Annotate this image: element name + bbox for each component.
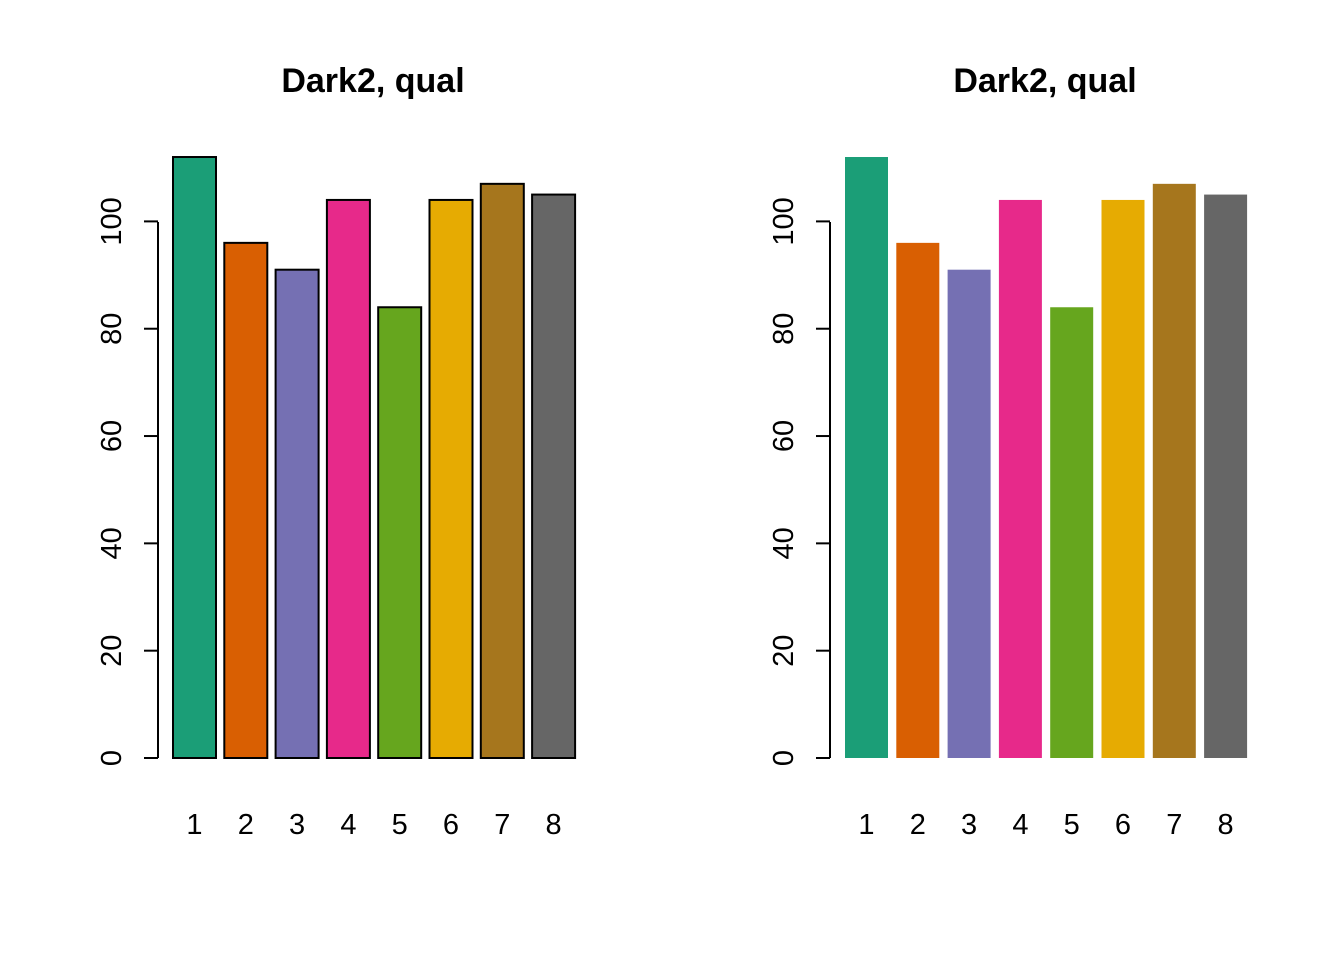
y-tick-label: 100	[768, 197, 800, 245]
x-axis-labels: 1 2 3 4 5 6 7 8	[186, 809, 561, 841]
bar-3	[274, 268, 320, 759]
x-tick-label: 1	[858, 809, 874, 841]
bar-1	[172, 156, 217, 759]
x-tick-label: 6	[443, 809, 459, 841]
bar-5	[377, 306, 423, 759]
x-tick-label: 3	[961, 809, 977, 841]
y-tick-label: 20	[768, 635, 800, 667]
y-tick-label: 100	[96, 197, 128, 245]
y-tick-label: 20	[96, 635, 128, 667]
bar-7	[1152, 183, 1196, 758]
x-tick-label: 7	[1166, 809, 1182, 841]
bar-2	[896, 242, 940, 758]
bar-6	[1101, 199, 1145, 758]
x-tick-label: 4	[1012, 809, 1028, 841]
y-tick-label: 80	[768, 313, 800, 345]
y-tick-label: 40	[96, 527, 128, 559]
y-axis-ticks: 0 20 40 60 80 100	[96, 197, 158, 766]
bar-8	[1204, 194, 1248, 758]
y-axis-ticks: 0 20 40 60 80 100	[768, 197, 830, 766]
x-tick-label: 1	[186, 809, 202, 841]
x-tick-label: 2	[910, 809, 926, 841]
x-tick-label: 6	[1115, 809, 1131, 841]
bar-4	[325, 198, 371, 760]
x-tick-label: 5	[1064, 809, 1080, 841]
bar-8	[531, 193, 577, 759]
x-tick-label: 3	[289, 809, 305, 841]
bar-6	[428, 198, 474, 760]
x-tick-label: 2	[238, 809, 254, 841]
y-tick-label: 0	[96, 750, 128, 766]
x-axis-labels: 1 2 3 4 5 6 7 8	[858, 809, 1233, 841]
y-tick-label: 0	[768, 750, 800, 766]
chart-panel-right: Dark2, qual 0 20 40 60 80 100 1 2 3 4 5 6 7 8	[768, 62, 1248, 841]
chart-panel-left: Dark2, qual 0 20 40 60 80 100 1 2 3 4 5 6 7 8	[96, 62, 577, 841]
x-tick-label: 8	[546, 809, 562, 841]
x-tick-label: 7	[494, 809, 510, 841]
x-tick-label: 4	[340, 809, 356, 841]
bar-1	[845, 157, 888, 758]
y-tick-label: 60	[768, 420, 800, 452]
x-tick-label: 8	[1218, 809, 1234, 841]
bar-2	[223, 241, 269, 759]
bar-group	[845, 157, 1248, 758]
chart-title: Dark2, qual	[953, 62, 1136, 100]
y-tick-label: 60	[96, 420, 128, 452]
y-tick-label: 80	[96, 313, 128, 345]
chart-title: Dark2, qual	[281, 62, 464, 100]
y-tick-label: 40	[768, 527, 800, 559]
bar-group	[172, 156, 577, 760]
bar-3	[947, 269, 991, 758]
bar-4	[998, 199, 1042, 758]
x-tick-label: 5	[392, 809, 408, 841]
bar-7	[479, 182, 525, 759]
bar-5	[1050, 307, 1094, 758]
